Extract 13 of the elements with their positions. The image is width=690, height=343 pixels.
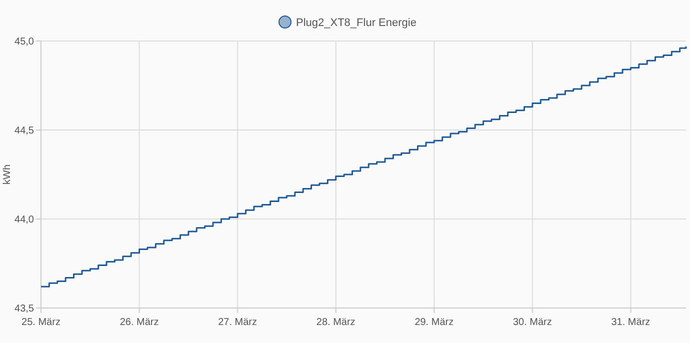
y-axis-title: kWh	[2, 164, 13, 184]
legend-label: Plug2_XT8_Flur Energie	[296, 16, 416, 29]
x-tick-label: 31. März	[611, 317, 650, 328]
x-tick-label: 30. März	[512, 317, 552, 328]
y-tick-label: 44,5	[14, 126, 34, 136]
y-tick-label: 43,5	[14, 304, 34, 314]
y-tick-label: 45,0	[14, 36, 34, 48]
x-tick-label: 29. März	[414, 317, 454, 328]
x-tick-label: 28. März	[316, 317, 356, 328]
x-tick-label: 26. März	[120, 317, 159, 328]
x-tick-label: 25. März	[22, 317, 60, 328]
y-tick-label: 44,0	[14, 214, 34, 226]
x-tick-label: 27. März	[218, 317, 258, 328]
